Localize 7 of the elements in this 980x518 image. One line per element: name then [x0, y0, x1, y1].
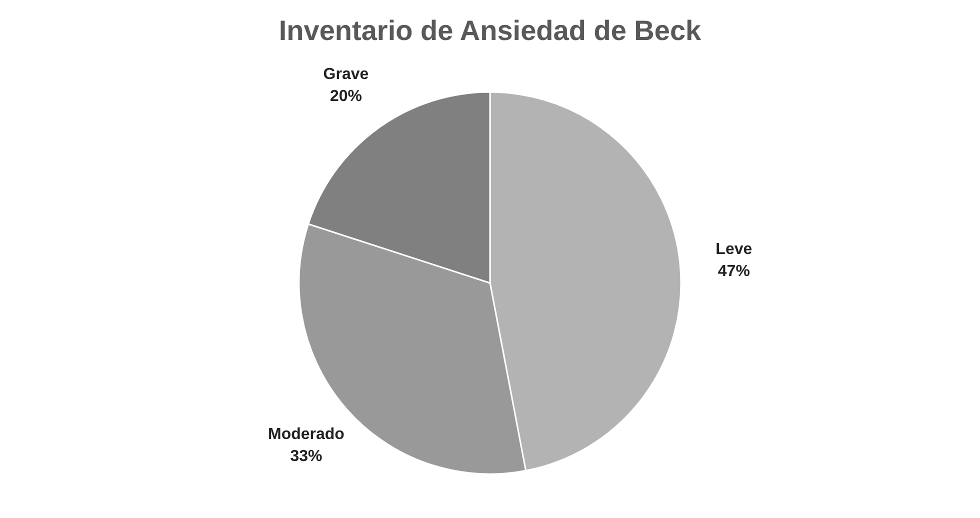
data-label: 47% [718, 262, 750, 280]
data-label: 20% [330, 88, 362, 105]
slice-label: Moderado [268, 426, 345, 444]
slice-label: Leve [716, 240, 752, 258]
slice-label: Grave [323, 66, 369, 83]
chart-title: Inventario de Ansiedad de Beck [278, 15, 702, 46]
data-label: 33% [290, 448, 322, 466]
